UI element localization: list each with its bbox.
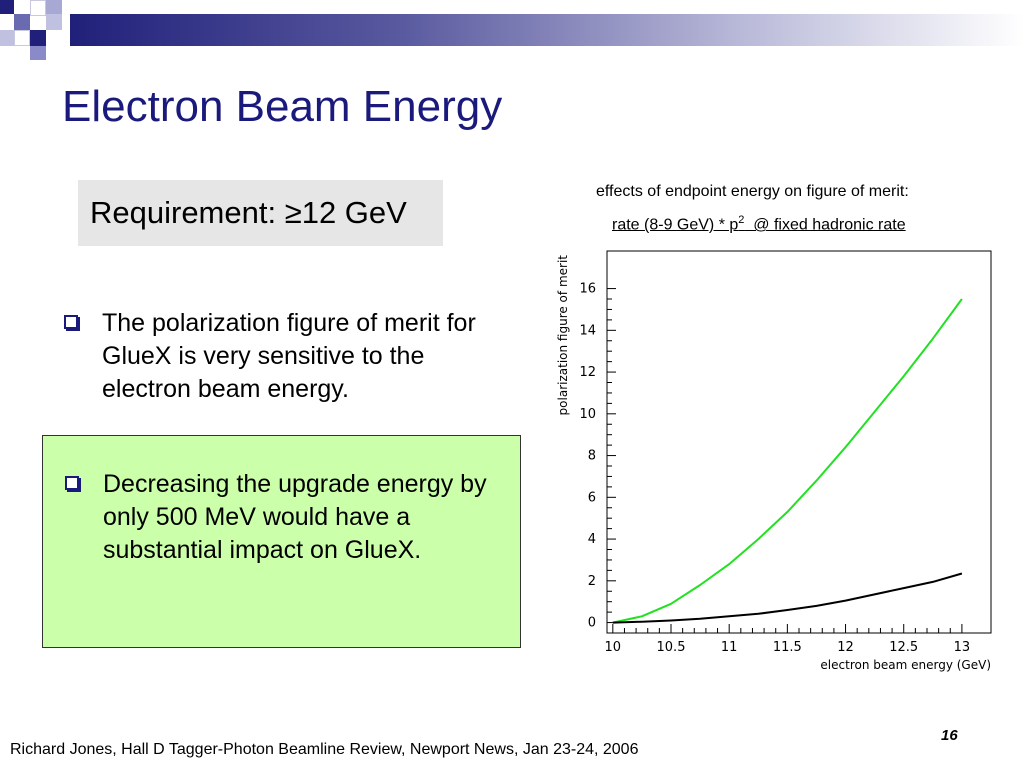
banner-gradient-bar bbox=[70, 14, 1024, 46]
caption-rate-text: rate (8-9 GeV) * p bbox=[612, 216, 739, 234]
bullet-text: Decreasing the upgrade energy by only 50… bbox=[103, 470, 487, 564]
banner-square bbox=[30, 0, 46, 16]
footer-text: Richard Jones, Hall D Tagger-Photon Beam… bbox=[10, 741, 639, 758]
banner-square bbox=[30, 46, 46, 60]
y-tick-label: 4 bbox=[588, 532, 596, 547]
checkbox-bullet-icon bbox=[65, 476, 79, 490]
y-tick-label: 2 bbox=[588, 574, 596, 589]
caption-superscript: 2 bbox=[738, 214, 745, 226]
banner-square bbox=[46, 14, 62, 30]
x-tick-label: 12.5 bbox=[889, 640, 918, 655]
caption-fixed-rate-text: @ fixed hadronic rate bbox=[744, 216, 906, 234]
x-tick-label: 11 bbox=[721, 640, 738, 655]
banner-square bbox=[14, 14, 30, 30]
series-line bbox=[612, 572, 963, 624]
chart-caption-line2: rate (8-9 GeV) * p2 @ fixed hadronic rat… bbox=[612, 214, 906, 234]
x-tick-label: 12 bbox=[837, 640, 854, 655]
x-tick-label: 11.5 bbox=[773, 640, 802, 655]
series-line bbox=[612, 298, 963, 624]
x-tick-label: 13 bbox=[954, 640, 971, 655]
chart-caption-line1: effects of endpoint energy on figure of … bbox=[596, 183, 909, 200]
x-axis-label: electron beam energy (GeV) bbox=[820, 658, 991, 672]
slide-title: Electron Beam Energy bbox=[62, 82, 503, 131]
y-tick-label: 14 bbox=[579, 323, 596, 338]
y-axis-label: polarization figure of merit bbox=[556, 255, 570, 416]
figure-of-merit-chart: 10 10.5 11 11.5 12 12.5 13 0 2 4 6 8 10 12 14 16 electro… bbox=[556, 250, 992, 672]
checkbox-bullet-icon bbox=[64, 315, 78, 329]
bullet-text: The polarization figure of merit for Glu… bbox=[102, 309, 476, 403]
banner-square bbox=[14, 30, 30, 46]
x-tick-label: 10 bbox=[605, 640, 622, 655]
banner-square bbox=[46, 0, 62, 14]
title-banner bbox=[0, 0, 1024, 60]
page-number: 16 bbox=[941, 727, 958, 744]
y-tick-label: 10 bbox=[579, 407, 596, 422]
x-tick-label: 10.5 bbox=[657, 640, 686, 655]
requirement-box: Requirement: ≥12 GeV bbox=[78, 180, 443, 246]
y-tick-label: 16 bbox=[579, 282, 596, 297]
y-tick-label: 12 bbox=[579, 365, 596, 380]
banner-square bbox=[0, 30, 14, 46]
banner-square bbox=[30, 30, 46, 46]
highlight-box: Decreasing the upgrade energy by only 50… bbox=[42, 435, 521, 648]
y-tick-label: 8 bbox=[588, 449, 596, 464]
y-tick-label: 0 bbox=[588, 616, 596, 631]
banner-square bbox=[0, 0, 14, 14]
plot-frame bbox=[606, 250, 992, 634]
y-tick-label: 6 bbox=[588, 490, 596, 505]
